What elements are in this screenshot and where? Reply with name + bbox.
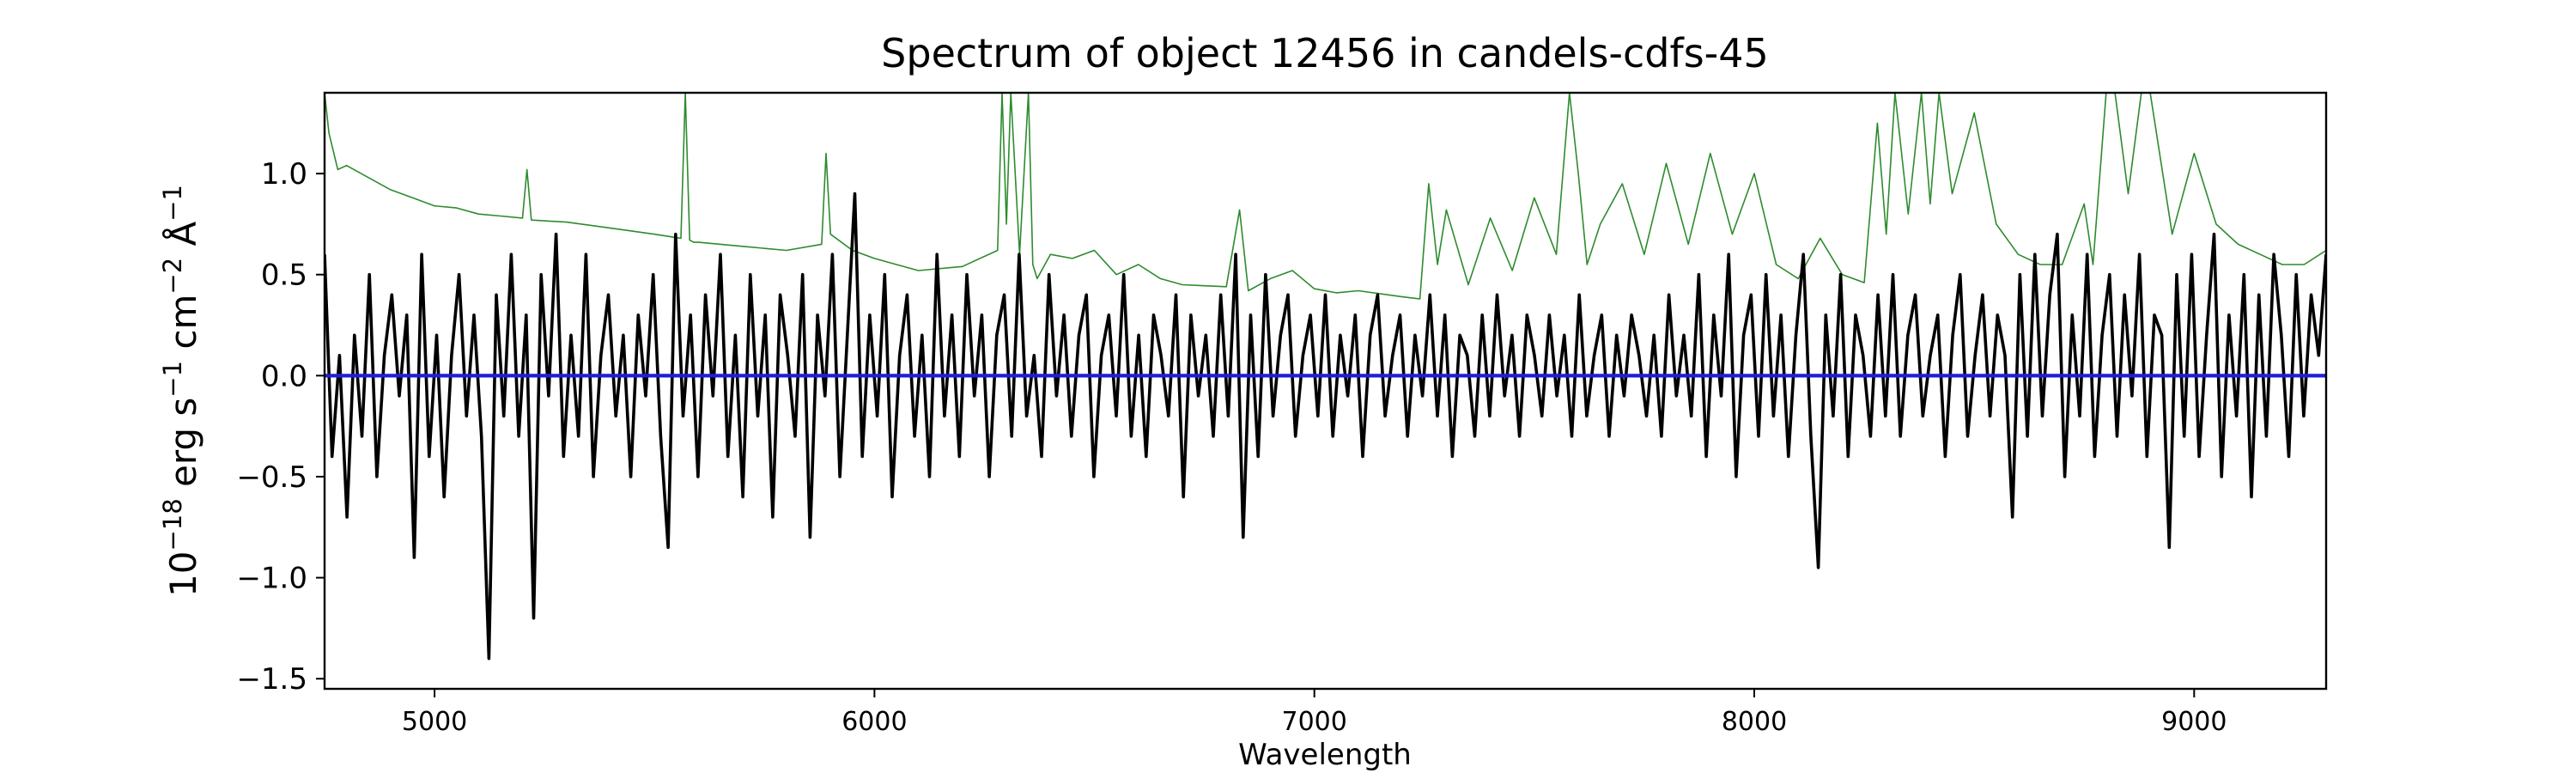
y-axis-label-base: 10	[162, 551, 204, 597]
y-axis-label: 10−18 erg s−1 cm−2 Å−1	[158, 185, 204, 597]
x-tick-label: 8000	[1722, 707, 1787, 737]
y-axis-label-exp1: −1	[158, 361, 187, 398]
y-tick-label: 1.0	[261, 157, 307, 192]
x-tick-label: 5000	[402, 707, 467, 737]
y-axis-label-unit2: cm	[162, 295, 204, 361]
plot-frame	[323, 91, 2328, 691]
y-axis: −1.5 −1.0 −0.5 0.0 0.5 1.0	[236, 157, 325, 697]
y-tick-label: −1.0	[236, 562, 307, 596]
x-axis-label: Wavelength	[1238, 738, 1412, 772]
y-tick-label: 0.5	[261, 259, 307, 293]
y-axis-label-unit1: erg s	[162, 398, 204, 499]
y-axis-label-unit3: Å	[161, 222, 204, 258]
y-axis-label-exp: −18	[158, 498, 187, 551]
series-noise-line	[325, 93, 2326, 300]
x-tick-label: 6000	[841, 707, 907, 737]
x-axis: 5000 6000 7000 8000 9000	[402, 689, 2227, 737]
chart-title: Spectrum of object 12456 in candels-cdfs…	[881, 30, 1769, 76]
y-tick-label: 0.0	[261, 359, 307, 393]
x-tick-label: 9000	[2161, 707, 2227, 737]
y-tick-label: −0.5	[236, 460, 307, 495]
y-axis-label-exp2: −2	[158, 258, 187, 295]
y-tick-label: −1.5	[236, 662, 307, 697]
x-tick-label: 7000	[1282, 707, 1347, 737]
series-flux-line	[325, 192, 2326, 660]
y-axis-label-exp3: −1	[158, 185, 187, 222]
series-layer	[325, 93, 2326, 660]
